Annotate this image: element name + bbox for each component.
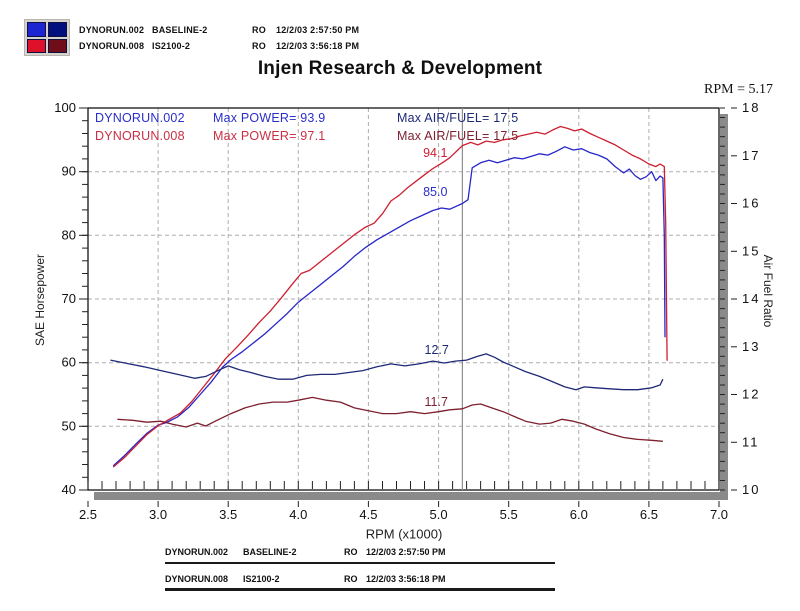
footer-run-row-2: DYNORUN.008 IS2100-2 RO 12/2/03 3:56:18 … [165,572,555,591]
svg-text:17: 17 [742,148,760,163]
run-file: DYNORUN.002 [165,547,229,557]
svg-text:3.5: 3.5 [219,507,237,522]
footer-divider [165,588,555,591]
svg-text:70: 70 [62,291,76,306]
cursor-value-label: 94.1 [423,146,447,160]
stats-max-power: Max POWER= 93.9 [213,111,326,125]
svg-text:7.0: 7.0 [710,507,728,522]
axis-tick-labels: 2.5 3.0 3.5 4.0 4.5 5.0 5.5 6.0 6.5 7.0 40 50 60 70 80… [54,100,760,522]
run-ro: RO [252,25,266,35]
svg-text:6.0: 6.0 [570,507,588,522]
logo-square-red [27,38,46,53]
run-ro: RO [344,547,358,557]
svg-text:11: 11 [742,434,760,449]
svg-text:6.5: 6.5 [640,507,658,522]
svg-text:5.5: 5.5 [500,507,518,522]
svg-text:18: 18 [742,100,760,115]
footer-divider [165,562,555,564]
svg-text:15: 15 [742,243,760,258]
series-dynorun-008-power [112,125,668,468]
logo-square-blue [27,22,46,37]
stats-max-afr: Max AIR/FUEL= 17.5 [397,111,519,125]
grid [88,108,719,490]
app-logo [24,19,70,56]
run-config: IS2100-2 [152,41,191,51]
run-file: DYNORUN.008 [165,574,229,584]
svg-text:5.0: 5.0 [430,507,448,522]
svg-text:2.5: 2.5 [79,507,97,522]
series-dynorun-002-power [112,146,666,467]
svg-text:14: 14 [742,291,760,306]
run-config: IS2100-2 [243,574,280,584]
svg-text:40: 40 [62,482,76,497]
svg-text:4.5: 4.5 [359,507,377,522]
page-title: Injen Research & Development [257,58,543,79]
run-time: 12/2/03 3:56:18 PM [366,574,446,584]
run-time: 12/2/03 3:56:18 PM [276,41,360,51]
plot-shadow-bottom [94,492,728,500]
svg-text:12: 12 [742,387,760,402]
svg-text:80: 80 [62,227,76,242]
series-dynorun-008-air-fuel [117,396,663,442]
run-file: DYNORUN.002 [79,25,145,35]
svg-text:13: 13 [742,339,760,354]
cursor-value-label: 85.0 [423,185,447,199]
stats-run-name: DYNORUN.008 [95,129,185,143]
svg-text:100: 100 [54,100,76,115]
cursor-value-label: 11.7 [425,395,448,409]
svg-text:16: 16 [742,196,760,211]
svg-text:4.0: 4.0 [289,507,307,522]
run-ro: RO [252,41,266,51]
svg-text:50: 50 [62,418,76,433]
cursor-value-label: 12.7 [425,343,449,357]
svg-text:10: 10 [742,482,760,497]
cursor-rpm-readout: RPM = 5.17 [704,82,773,97]
stats-max-afr: Max AIR/FUEL= 17.5 [397,129,519,143]
stats-max-power: Max POWER= 97.1 [213,129,326,143]
cursor-value-labels: 94.1 85.0 12.7 11.7 [423,146,449,409]
x-axis-title: RPM (x1000) [365,526,443,542]
logo-square-darkred [48,38,67,53]
run-ro: RO [344,574,358,584]
svg-text:90: 90 [62,164,76,179]
run-file: DYNORUN.008 [79,41,145,51]
footer-run-row-1: DYNORUN.002 BASELINE-2 RO 12/2/03 2:57:5… [165,545,555,564]
run-time: 12/2/03 2:57:50 PM [276,25,360,35]
series-dynorun-002-air-fuel [110,353,664,391]
svg-text:3.0: 3.0 [149,507,167,522]
stats-run-name: DYNORUN.002 [95,111,185,125]
plot-shadow-right [720,114,728,498]
run-time: 12/2/03 2:57:50 PM [366,547,446,557]
run-config: BASELINE-2 [152,25,208,35]
axis-ticks [79,107,737,507]
run-config: BASELINE-2 [243,547,297,557]
svg-text:60: 60 [62,355,76,370]
logo-square-navy [48,22,67,37]
